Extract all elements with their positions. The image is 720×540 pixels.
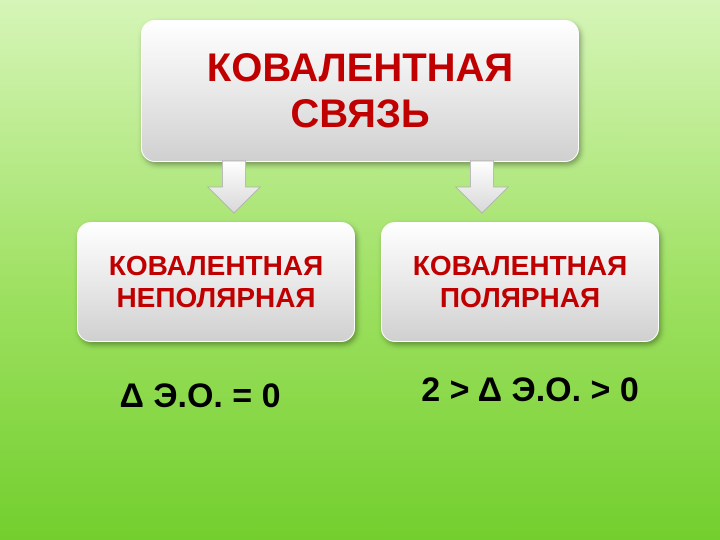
right-box-text: КОВАЛЕНТНАЯ ПОЛЯРНАЯ: [392, 250, 648, 314]
left-box: КОВАЛЕНТНАЯ НЕПОЛЯРНАЯ: [77, 222, 355, 342]
title-box: КОВАЛЕНТНАЯ СВЯЗЬ: [141, 20, 579, 162]
arrow-down-icon: [453, 158, 511, 216]
right-box: КОВАЛЕНТНАЯ ПОЛЯРНАЯ: [381, 222, 659, 342]
arrow-down-icon: [205, 158, 263, 216]
left-label: Δ Э.О. = 0: [100, 376, 300, 417]
left-box-text: КОВАЛЕНТНАЯ НЕПОЛЯРНАЯ: [88, 250, 344, 314]
diagram: КОВАЛЕНТНАЯ СВЯЗЬ КОВАЛЕНТНАЯ НЕПОЛЯРНАЯ…: [0, 0, 720, 540]
title-text: КОВАЛЕНТНАЯ СВЯЗЬ: [152, 45, 568, 137]
right-label: 2 > Δ Э.О. > 0: [380, 370, 680, 411]
